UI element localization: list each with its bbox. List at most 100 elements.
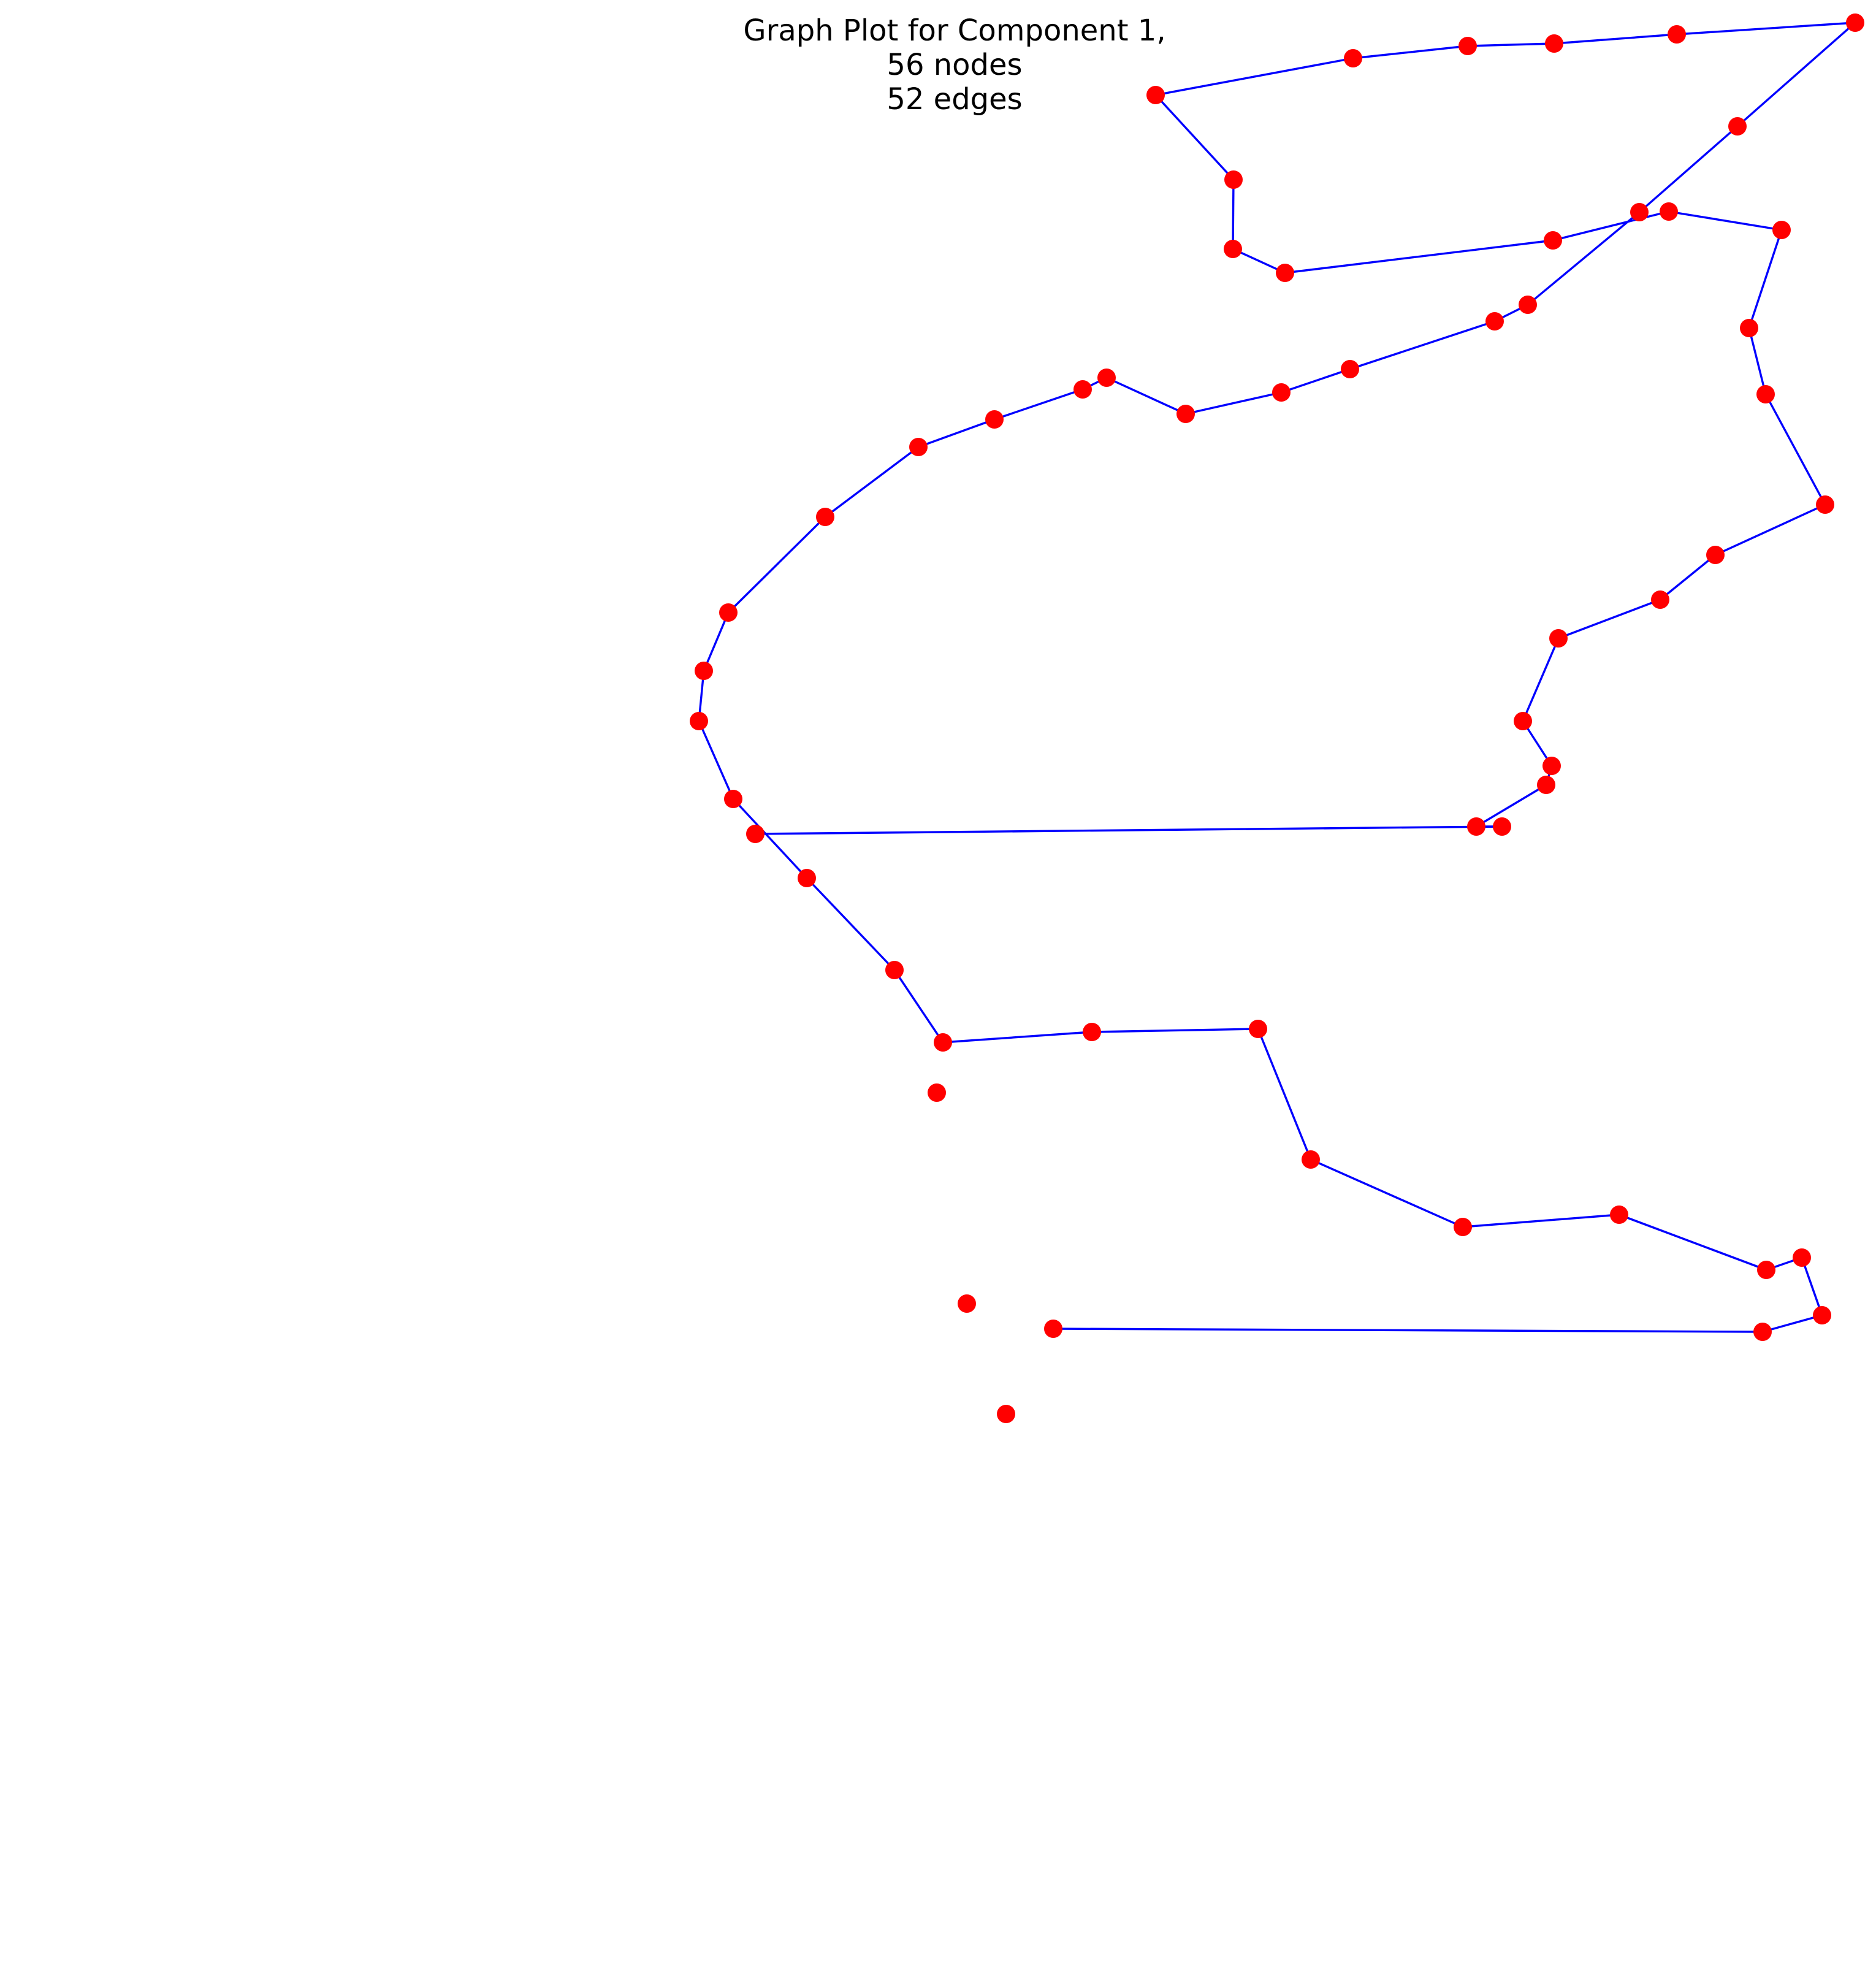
graph-node — [1344, 49, 1362, 67]
graph-node — [1341, 360, 1359, 378]
graph-node — [1610, 1205, 1628, 1224]
graph-node — [1458, 37, 1477, 55]
graph-edge — [1715, 503, 1826, 556]
graph-node — [1454, 1218, 1472, 1236]
graph-node — [1772, 221, 1791, 239]
graph-edge — [994, 388, 1083, 421]
graph-node — [1097, 369, 1116, 387]
graph-node — [695, 662, 713, 680]
graph-node — [1793, 1248, 1811, 1267]
graph-node — [746, 825, 765, 843]
graph-edge — [1154, 94, 1235, 181]
graph-node — [1519, 296, 1537, 314]
graph-node — [1545, 34, 1563, 53]
graph-node — [1846, 13, 1864, 32]
graph-node — [1706, 546, 1725, 564]
graph-node — [1276, 264, 1294, 282]
graph-edge — [1558, 598, 1661, 640]
graph-node — [1073, 380, 1092, 399]
graph-node — [1485, 312, 1504, 330]
graph-edge — [1310, 1158, 1463, 1228]
graph-edge — [1467, 42, 1555, 47]
edge-layer — [698, 21, 1856, 1333]
graph-node — [1660, 202, 1678, 221]
graph-node — [1224, 240, 1242, 258]
graph-edge — [1659, 554, 1717, 601]
graph-edge — [698, 720, 734, 800]
title-line-3: 52 edges — [887, 82, 1023, 117]
graph-node — [816, 508, 834, 526]
graph-node — [1816, 495, 1834, 514]
graph-node — [1493, 817, 1511, 836]
graph-node — [1757, 1261, 1775, 1279]
graph-edge — [1091, 1028, 1259, 1033]
graph-node — [985, 410, 1004, 429]
graph-edge — [1764, 394, 1826, 505]
graph-edge — [732, 798, 808, 879]
graph-edge — [942, 1031, 1092, 1044]
graph-node — [1224, 170, 1243, 189]
graph-node — [1302, 1150, 1320, 1169]
graph-edge — [1668, 210, 1782, 231]
graph-edge — [1748, 327, 1767, 395]
graph-edge — [1476, 784, 1547, 828]
graph-edge — [806, 877, 896, 971]
graph-edge — [1552, 210, 1669, 242]
graph-edge — [1801, 1257, 1823, 1316]
graph-edge — [1676, 21, 1856, 36]
graph-edge — [1106, 376, 1186, 415]
graph-edge — [1619, 1213, 1767, 1271]
graph-node — [1083, 1023, 1101, 1041]
graph-node — [1756, 385, 1775, 403]
graph-node — [1467, 817, 1485, 836]
graph-node — [997, 1405, 1015, 1423]
graph-node — [885, 961, 904, 979]
graph-edge — [1232, 179, 1235, 250]
graph-node — [928, 1083, 946, 1102]
graph-node — [719, 603, 738, 622]
graph-edge — [1281, 368, 1351, 394]
graph-edge — [1257, 1028, 1312, 1160]
graph-node — [798, 869, 816, 887]
graph-edge — [1554, 33, 1677, 45]
graph-edge — [1762, 1314, 1823, 1333]
node-layer — [690, 13, 1864, 1423]
figure-title: Graph Plot for Component 1, 56 nodes 52 … — [0, 13, 1876, 117]
title-line-1: Graph Plot for Component 1, — [743, 13, 1166, 48]
graph-node — [690, 712, 708, 730]
graph-edge — [1284, 239, 1554, 274]
graph-edge — [824, 446, 920, 518]
graph-node — [1044, 1320, 1062, 1338]
graph-node — [1651, 590, 1669, 609]
title-line-2: 56 nodes — [887, 48, 1023, 82]
graph-edge — [1462, 1213, 1620, 1228]
graph-edge — [1736, 21, 1856, 128]
graph-node — [1272, 383, 1291, 402]
graph-edge — [1527, 211, 1641, 306]
graph-node — [1537, 776, 1555, 794]
graph-node — [1514, 712, 1532, 730]
graph-node — [724, 790, 742, 808]
graph-node — [1740, 319, 1758, 337]
graph-edge — [1748, 229, 1783, 329]
graph-node — [958, 1294, 976, 1313]
graph-edge — [1185, 391, 1282, 415]
graph-node — [1630, 203, 1649, 221]
graph-edge — [1155, 57, 1354, 96]
graph-edge — [1638, 125, 1739, 213]
graph-edge — [918, 418, 995, 448]
graph-edge — [1522, 638, 1560, 722]
graph-node — [1813, 1306, 1831, 1324]
graph-node — [1249, 1020, 1267, 1038]
graph-node — [1549, 629, 1568, 648]
graph-edge — [727, 516, 826, 614]
graph-node — [1728, 117, 1747, 136]
graph-node — [1668, 25, 1686, 44]
graph-edge — [703, 612, 730, 671]
graph-node — [1544, 231, 1562, 250]
graph-node — [1753, 1323, 1772, 1341]
graph-edge — [755, 825, 1503, 835]
graph-edge — [1349, 320, 1495, 370]
graph-edge — [1232, 248, 1286, 274]
